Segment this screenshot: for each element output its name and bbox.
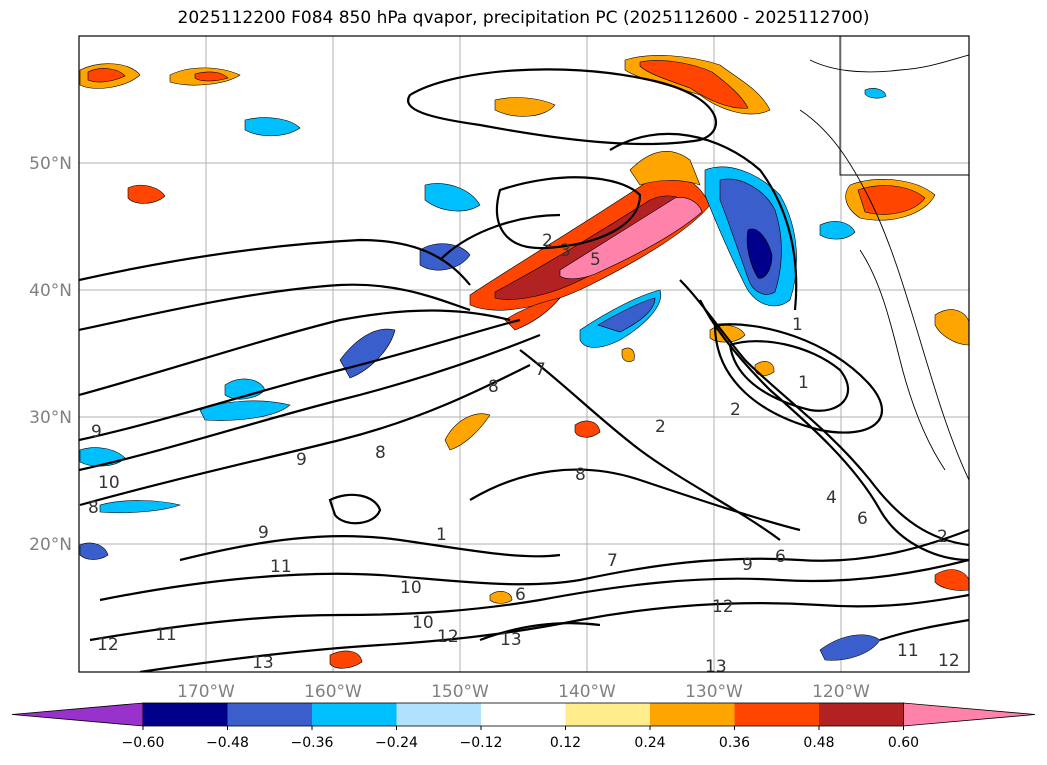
contour-label: 11	[897, 641, 919, 661]
colorbar-segment	[650, 703, 735, 726]
coastline	[799, 36, 969, 481]
contour-label: 12	[437, 627, 459, 647]
colorbar-segment	[734, 703, 820, 726]
contour-label: 13	[500, 630, 522, 650]
colorbar-tick-label: 0.60	[888, 735, 919, 751]
lon-label: 150°W	[431, 682, 489, 702]
colorbar: −0.60 −0.48 −0.36 −0.24 −0.12 0.12 0.24 0.36 0.4…	[11, 702, 1036, 751]
lat-label: 50°N	[29, 154, 72, 174]
contour-label: 1	[792, 315, 803, 335]
contour-label: 7	[535, 360, 546, 380]
contour-label: 3	[560, 241, 571, 261]
contour-label: 13	[252, 653, 274, 673]
colorbar-tick-label: −0.12	[460, 735, 503, 751]
colorbar-tick-label: 0.24	[634, 735, 665, 751]
colorbar-segment	[565, 703, 651, 726]
contour-label: 7	[607, 551, 618, 571]
contour-labels: 2 3 5 1 2 8 7 8 9 8 9 10 11 10 11 12 12 …	[88, 231, 960, 677]
colorbar-segment	[819, 703, 904, 726]
map-frame	[78, 35, 970, 673]
contour-label: 1	[436, 525, 447, 545]
contour-label: 6	[515, 585, 526, 605]
contour-label: 1	[798, 373, 809, 393]
contour-label: 8	[575, 465, 586, 485]
colorbar-tick-label: −0.36	[291, 735, 334, 751]
lat-label: 20°N	[29, 535, 72, 555]
colorbar-segment	[312, 703, 397, 726]
contour-label: 8	[488, 377, 499, 397]
contour-label: 2	[730, 400, 741, 420]
contour-label: 6	[775, 547, 786, 567]
map-content: 2 3 5 1 2 8 7 8 9 8 9 10 11 10 11 12 12 …	[79, 36, 969, 677]
contour-label: 11	[155, 625, 177, 645]
precip-negative-shading	[79, 88, 887, 661]
map-title: 2025112200 F084 850 hPa qvapor, precipit…	[177, 8, 870, 28]
colorbar-outline	[142, 702, 904, 727]
lon-label: 170°W	[177, 682, 235, 702]
precip-positive-shading	[79, 55, 969, 669]
contour-label: 10	[98, 473, 120, 493]
colorbar-tick-label: 0.48	[803, 735, 834, 751]
contour-label: 9	[258, 523, 269, 543]
contour-label: 8	[88, 498, 99, 518]
colorbar-tick-label: −0.24	[375, 735, 418, 751]
colorbar-tick-label: 0.36	[719, 735, 750, 751]
contour-label: 2	[655, 417, 666, 437]
colorbar-extend-min	[11, 702, 144, 727]
longitude-labels: 170°W 160°W 150°W 140°W 130°W 120°W	[177, 682, 870, 702]
contour-label: 8	[375, 443, 386, 463]
colorbar-tick-label: −0.48	[206, 735, 249, 751]
lon-label: 140°W	[558, 682, 616, 702]
colorbar-tick-label: 0.12	[550, 735, 581, 751]
qvapor-contours	[79, 68, 969, 672]
lon-label: 130°W	[685, 682, 743, 702]
contour-label: 11	[270, 557, 292, 577]
contour-label: 9	[296, 450, 307, 470]
latitude-labels: 50°N 40°N 30°N 20°N	[29, 154, 72, 555]
lon-label: 120°W	[812, 682, 870, 702]
colorbar-segment	[143, 703, 228, 726]
colorbar-extend-max	[903, 702, 1036, 727]
contour-label: 12	[938, 651, 960, 671]
contour-label: 10	[412, 613, 434, 633]
contour-label: 9	[742, 555, 753, 575]
contour-label: 5	[590, 250, 601, 270]
colorbar-tick-label: −0.60	[122, 735, 165, 751]
contour-label: 12	[712, 597, 734, 617]
contour-label: 6	[857, 509, 868, 529]
lat-label: 40°N	[29, 281, 72, 301]
lat-label: 30°N	[29, 408, 72, 428]
lon-label: 160°W	[304, 682, 362, 702]
contour-label: 12	[97, 635, 119, 655]
colorbar-segment	[227, 703, 313, 726]
contour-label: 4	[826, 488, 837, 508]
colorbar-segment	[481, 703, 566, 726]
contour-label: 10	[400, 578, 422, 598]
contour-label: 9	[91, 422, 102, 442]
contour-label: 2	[542, 231, 553, 251]
contour-label: 2	[937, 527, 948, 547]
colorbar-segment	[396, 703, 482, 726]
contour-label: 13	[705, 657, 727, 677]
